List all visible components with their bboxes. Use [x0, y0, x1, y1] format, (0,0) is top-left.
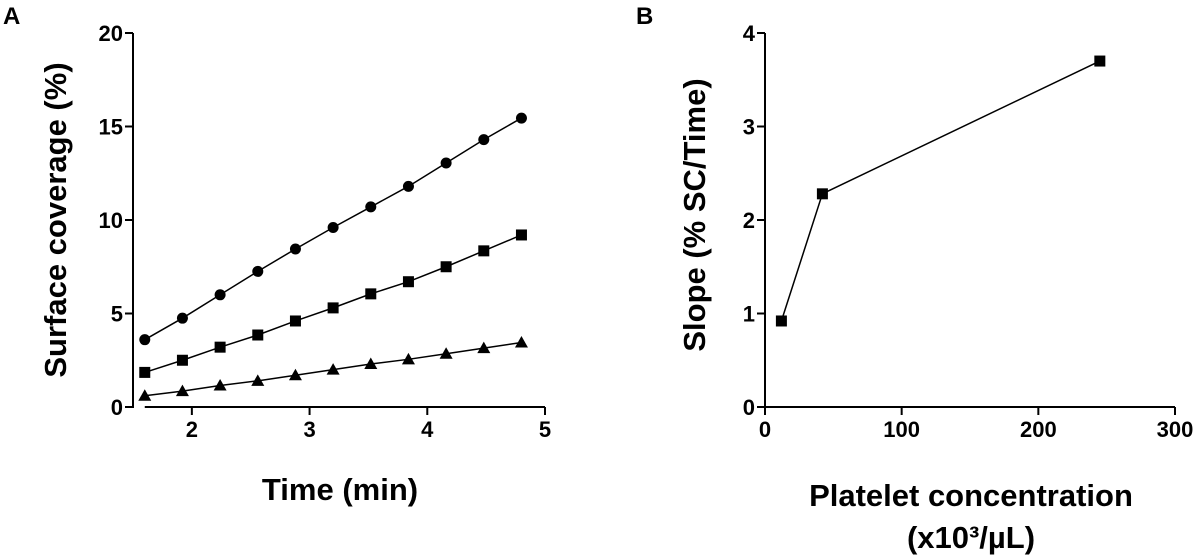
panel-a-y-tick-label: 15: [99, 115, 123, 140]
panel-a-x-tick-label: 2: [186, 417, 198, 442]
panel-a-square-point: [289, 315, 301, 327]
panel-b-y-tick-label: 3: [743, 115, 755, 140]
panel-a-triangle-point: [213, 378, 227, 391]
panel-a-circle-point: [289, 243, 301, 255]
panel-a-y-tick-label: 20: [99, 21, 123, 46]
panel-a-circle-point: [365, 201, 377, 213]
panel-b-x-axis-title-line2: (x10³/µL): [907, 520, 1035, 555]
panel-b-square-point: [1094, 55, 1106, 67]
panel-b-x-tick-label: 100: [883, 417, 920, 442]
panel-a-triangle-point: [401, 352, 415, 365]
panel-a-square-point: [365, 288, 377, 300]
panel-b-y-tick-label: 1: [743, 302, 755, 327]
panel-a-circle-point: [515, 112, 527, 124]
panel-a-y-tick-label: 0: [111, 395, 123, 420]
panel-b-plot: 0 1 2 3 4 0 100 200 300: [743, 21, 1194, 442]
panel-b-square-point: [816, 188, 828, 200]
panel-b-series-1-line: [780, 60, 1101, 322]
panel-a-triangle-point: [251, 374, 265, 386]
panel-a-triangle-point: [514, 335, 528, 348]
panel-b-y-axis-title: Slope (% SC/Time): [677, 78, 712, 351]
panel-a-square-point: [402, 276, 414, 288]
panel-a-square-point: [515, 229, 527, 241]
panel-a-circle-point: [214, 289, 226, 301]
panel-a-circle-point: [478, 134, 490, 146]
panel-a-y-tick-label: 10: [99, 208, 123, 233]
panel-a-square-point: [327, 302, 339, 314]
panel-a-circle-point: [402, 180, 414, 192]
panel-b-y-tick-label: 4: [743, 21, 756, 46]
panel-a-y-tick-label: 5: [111, 302, 123, 327]
panel-b-x-tick-label: 300: [1157, 417, 1194, 442]
panel-a-triangle-point: [288, 368, 302, 381]
panel-b-y-tick-label: 2: [743, 208, 755, 233]
panel-b-x-tick-label: 0: [759, 417, 771, 442]
panel-a-circle-point: [327, 221, 339, 233]
panel-b-square-point: [775, 315, 787, 327]
panel-a-square-point: [214, 341, 226, 353]
panel-b-x-axis-title-line1: Platelet concentration: [809, 478, 1133, 513]
panel-a-x-tick-label: 3: [303, 417, 315, 442]
panel-b-y-tick-label: 0: [743, 395, 755, 420]
panel-a-square-point: [139, 366, 151, 378]
panel-a-triangle-point: [138, 389, 152, 401]
panel-a-circle-point: [252, 265, 264, 277]
panel-a-triangle-point: [477, 341, 491, 354]
panel-a-triangle-point: [439, 347, 453, 359]
panel-a-square-point: [440, 261, 452, 273]
panel-a-x-tick-label: 5: [539, 417, 551, 442]
panel-a-y-axis-title: Surface coverage (%): [38, 62, 73, 377]
panel-a-label: A: [3, 3, 20, 30]
panel-a-circle-point: [139, 334, 151, 346]
panel-a-square-point: [478, 245, 490, 257]
panel-a-plot: 0 5 10 15 20 2 3 4 5: [99, 21, 552, 442]
panel-a-circle-point: [440, 157, 452, 169]
panel-a-triangle-point: [326, 363, 340, 375]
panel-b-label: B: [636, 3, 653, 30]
panel-a-square-point: [252, 329, 264, 341]
panel-a-triangle-point: [175, 384, 189, 397]
panel-b-x-tick-label: 200: [1020, 417, 1057, 442]
panel-a-square-point: [176, 354, 188, 366]
panel-a-x-axis-title: Time (min): [262, 472, 418, 507]
panel-a-x-tick-label: 4: [421, 417, 434, 442]
panel-a-triangle-point: [364, 357, 378, 369]
panel-a-circle-point: [176, 312, 188, 324]
